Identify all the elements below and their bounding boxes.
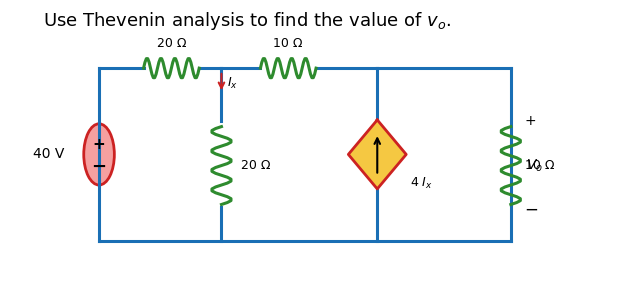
Text: 40 V: 40 V	[33, 148, 65, 161]
Text: 20 Ω: 20 Ω	[241, 159, 270, 172]
Text: 10 Ω: 10 Ω	[273, 37, 303, 50]
Text: 20 Ω: 20 Ω	[156, 37, 186, 50]
Text: $I_x$: $I_x$	[227, 76, 238, 91]
Text: 10 Ω: 10 Ω	[525, 159, 554, 172]
Text: −: −	[525, 201, 538, 219]
Polygon shape	[348, 120, 406, 189]
Text: +: +	[93, 137, 106, 152]
Ellipse shape	[84, 124, 114, 185]
Text: +: +	[525, 114, 537, 128]
Text: −: −	[91, 158, 107, 176]
Text: 4 $I_x$: 4 $I_x$	[409, 176, 432, 191]
Text: Use Thevenin analysis to find the value of $v_o$.: Use Thevenin analysis to find the value …	[43, 10, 451, 32]
Text: $V_o$: $V_o$	[527, 157, 543, 174]
